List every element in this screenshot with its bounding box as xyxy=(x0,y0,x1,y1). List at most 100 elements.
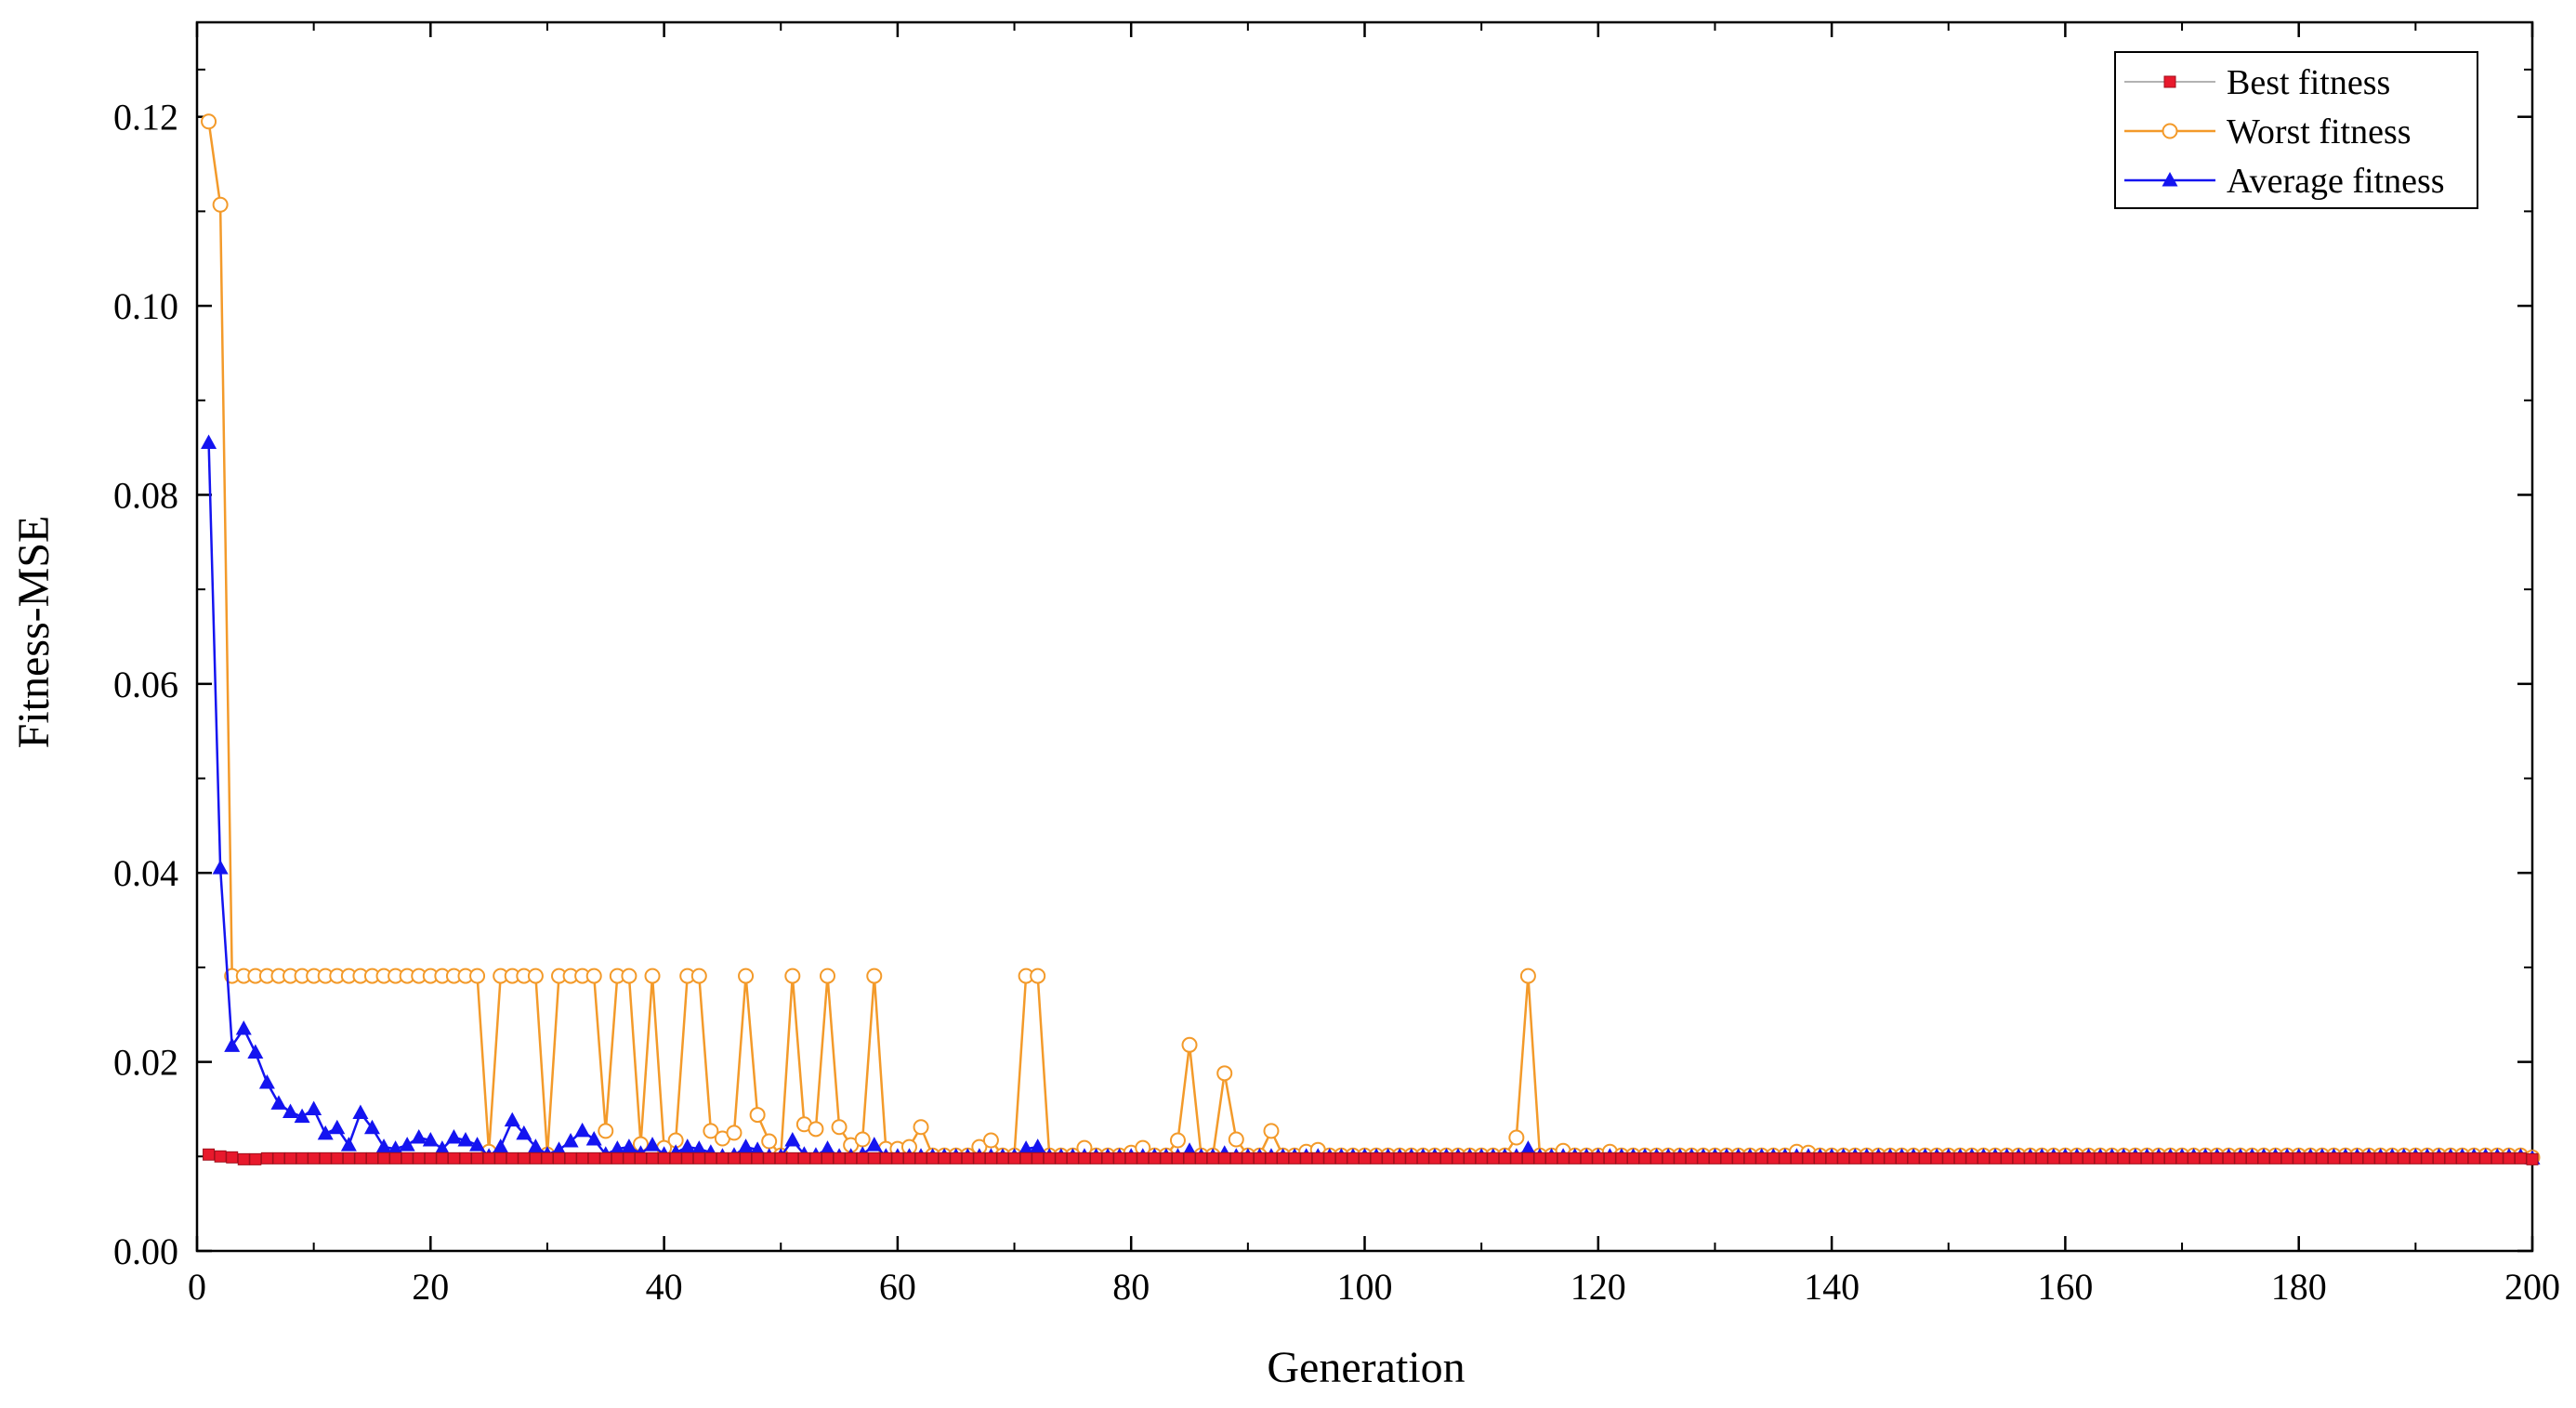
data-point xyxy=(1519,1140,1536,1155)
data-point xyxy=(270,1095,287,1110)
data-point xyxy=(1416,1151,1429,1165)
data-point xyxy=(726,1125,743,1141)
data-point xyxy=(1439,1151,1452,1165)
x-tick-label: 20 xyxy=(412,1266,449,1308)
data-point xyxy=(352,1104,369,1120)
data-point xyxy=(1359,1151,1371,1165)
data-point xyxy=(2047,1151,2060,1165)
data-point xyxy=(868,1151,881,1165)
data-point xyxy=(1907,1151,1920,1165)
data-point xyxy=(413,1151,426,1165)
data-point xyxy=(2491,1151,2504,1165)
data-point xyxy=(434,1140,451,1155)
data-point xyxy=(784,1132,801,1147)
data-point xyxy=(902,1151,915,1165)
data-point xyxy=(249,1152,262,1165)
data-point xyxy=(1825,1151,1838,1165)
data-point xyxy=(740,1151,753,1165)
data-point xyxy=(1475,1151,1488,1165)
data-point xyxy=(808,1121,824,1138)
data-point xyxy=(401,1151,414,1165)
data-point xyxy=(809,1151,822,1165)
data-point xyxy=(1767,1151,1780,1165)
data-point xyxy=(1510,1151,1523,1165)
y-tick-label: 0.04 xyxy=(113,852,178,894)
data-point xyxy=(1872,1151,1885,1165)
data-point xyxy=(1288,1151,1301,1165)
data-point xyxy=(1626,1151,1639,1165)
data-point xyxy=(272,1151,285,1165)
data-point xyxy=(1779,1151,1792,1165)
data-point xyxy=(914,1151,927,1165)
data-point xyxy=(1814,1151,1827,1165)
data-point xyxy=(716,1151,729,1165)
data-point xyxy=(469,1137,486,1151)
data-point xyxy=(961,1151,974,1165)
data-point xyxy=(494,1151,507,1165)
data-point xyxy=(1615,1151,1628,1165)
data-point xyxy=(1043,1151,1056,1165)
y-tick-label: 0.08 xyxy=(113,474,178,516)
data-point xyxy=(1708,1151,1721,1165)
data-point xyxy=(363,1119,380,1135)
data-point xyxy=(1018,1140,1034,1155)
data-point xyxy=(201,434,217,450)
data-point xyxy=(2385,1151,2399,1165)
data-point xyxy=(1498,1151,1511,1165)
data-point xyxy=(2106,1151,2119,1165)
x-tick-label: 120 xyxy=(1571,1266,1626,1308)
data-point xyxy=(2083,1151,2096,1165)
data-point xyxy=(1802,1151,1815,1165)
data-point xyxy=(1137,1151,1150,1165)
axes-layer: 0 20 40 60 80 100 120 140 160 180 200 0.00 0.02 0.04 0… xyxy=(113,20,2560,1308)
data-point xyxy=(1263,1123,1280,1139)
data-point xyxy=(2362,1151,2375,1165)
data-point xyxy=(1078,1151,1091,1165)
data-point xyxy=(644,967,661,984)
legend-label: Best fitness xyxy=(2227,63,2390,102)
data-point xyxy=(294,1108,310,1124)
data-point xyxy=(2444,1151,2457,1165)
data-point xyxy=(308,1151,321,1165)
data-point xyxy=(1066,1151,1079,1165)
data-point xyxy=(623,1151,636,1165)
series-line xyxy=(207,121,2533,1159)
x-tick-label: 0 xyxy=(188,1266,206,1308)
legend-label: Worst fitness xyxy=(2227,112,2412,151)
data-point xyxy=(527,1138,544,1153)
data-point xyxy=(1393,1151,1406,1165)
data-point xyxy=(447,1151,460,1165)
data-point xyxy=(2058,1151,2071,1165)
data-point xyxy=(2163,1151,2176,1165)
x-tick-label: 100 xyxy=(1337,1266,1393,1308)
data-point xyxy=(247,1044,264,1059)
series-line xyxy=(207,442,2533,1160)
data-point xyxy=(1323,1151,1336,1165)
data-point xyxy=(306,1100,322,1115)
data-point xyxy=(317,1125,334,1140)
data-point xyxy=(201,113,217,130)
data-point xyxy=(728,1151,741,1165)
data-point xyxy=(621,1138,637,1153)
data-point xyxy=(763,1151,776,1165)
data-point xyxy=(845,1151,858,1165)
data-point xyxy=(1580,1151,1593,1165)
data-point xyxy=(1265,1151,1278,1165)
data-point xyxy=(411,1128,427,1144)
data-point xyxy=(1860,1151,1873,1165)
data-point xyxy=(1124,1151,1137,1165)
data-point xyxy=(2188,1151,2201,1165)
data-point xyxy=(1884,1151,1897,1165)
data-point xyxy=(212,860,229,875)
data-point xyxy=(2257,1151,2270,1165)
data-point xyxy=(1685,1151,1698,1165)
data-point xyxy=(1405,1151,1418,1165)
data-point xyxy=(1206,1151,1219,1165)
data-point xyxy=(529,1151,542,1165)
data-point xyxy=(891,1151,904,1165)
y-tick-label: 0.02 xyxy=(113,1042,178,1084)
data-point xyxy=(319,1151,332,1165)
y-axis-label: Fitness-MSE xyxy=(9,516,59,749)
